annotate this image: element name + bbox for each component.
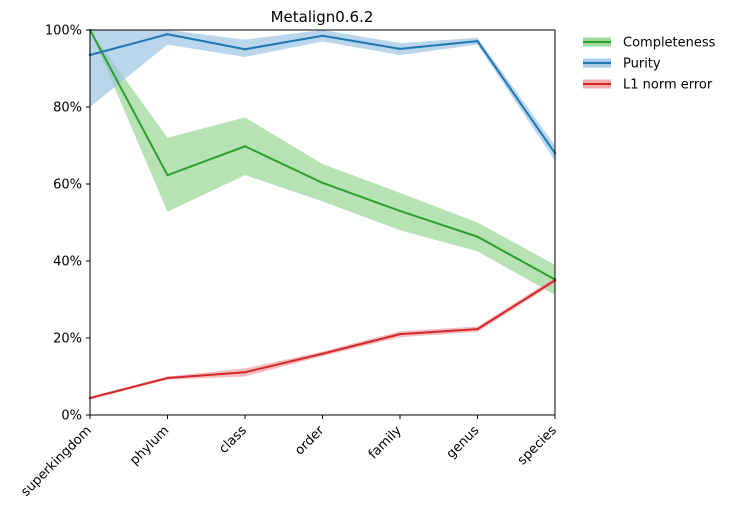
completeness-point <box>321 181 324 185</box>
confidence-bands <box>90 30 555 400</box>
l1-norm-error-point <box>321 352 324 355</box>
plot-frame <box>89 29 556 416</box>
purity-point <box>476 39 479 43</box>
completeness-point <box>243 145 247 148</box>
completeness-band <box>90 30 555 295</box>
y-tick-label: 40% <box>53 255 82 270</box>
x-tick-label: family <box>366 423 405 462</box>
x-axis: superkingdom phylum class order family genus s… <box>18 415 560 500</box>
x-tick-label: superkingdom <box>18 423 94 499</box>
l1-norm-error-line <box>89 279 556 400</box>
completeness-point <box>476 235 479 238</box>
x-tick-label: phylum <box>127 423 172 468</box>
purity-point <box>166 33 169 36</box>
x-tick-label: species <box>515 423 560 468</box>
completeness-point <box>166 173 169 177</box>
legend-label: Completeness <box>623 36 716 51</box>
y-tick-label: 60% <box>53 178 82 193</box>
x-tick-label: genus <box>444 423 483 462</box>
legend-label: Purity <box>623 57 661 72</box>
series-lines <box>88 28 557 400</box>
y-tick-label: 20% <box>53 332 82 347</box>
l1-norm-error-point <box>476 327 479 331</box>
y-tick-label: 80% <box>53 101 82 116</box>
purity-point <box>321 34 324 37</box>
l1-norm-error-band <box>90 277 555 400</box>
legend: Completeness Purity L1 norm error <box>583 36 716 93</box>
legend-label: L1 norm error <box>623 78 713 93</box>
l1-norm-error-point <box>166 376 169 380</box>
purity-point <box>398 47 402 51</box>
completeness-point <box>398 209 402 213</box>
y-tick-label: 100% <box>45 24 82 39</box>
purity-point <box>243 48 247 51</box>
y-tick-label: 0% <box>61 409 82 424</box>
l1-norm-error-point <box>398 332 402 336</box>
x-tick-label: order <box>292 423 328 459</box>
chart-title: Metalign0.6.2 <box>271 8 374 26</box>
l1-norm-error-point <box>243 371 247 374</box>
x-tick-label: class <box>216 423 250 457</box>
y-axis: 0% 20% 40% 60% 80% 100% <box>45 24 90 424</box>
